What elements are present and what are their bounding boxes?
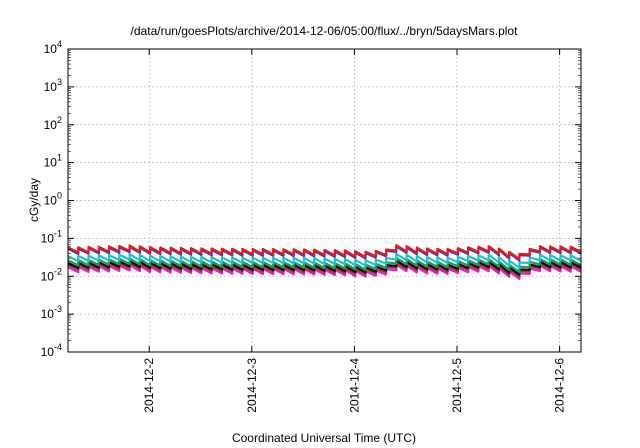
- y-tick-label: 103: [44, 77, 62, 94]
- ticks: 10-4 10-3 10-2 10-1 100 101 102 103 104 2014-12-2…: [41, 39, 581, 413]
- x-tick-label: 2014-12-5: [450, 358, 464, 413]
- series-line: [67, 252, 582, 269]
- y-tick-label: 101: [44, 153, 62, 170]
- y-tick-label: 102: [44, 115, 62, 132]
- series-line: [67, 257, 582, 274]
- x-tick-label: 2014-12-6: [553, 358, 567, 413]
- grid: [68, 49, 581, 352]
- series-group: [67, 244, 582, 280]
- y-tick-label: 104: [44, 39, 62, 56]
- plot-frame: [67, 48, 582, 353]
- x-axis-label: Coordinated Universal Time (UTC): [232, 431, 416, 445]
- y-tick-label: 10-1: [41, 228, 62, 245]
- y-tick-label: 10-2: [41, 266, 62, 283]
- x-tick-label: 2014-12-2: [142, 358, 156, 413]
- chart-title: /data/run/goesPlots/archive/2014-12-06/0…: [131, 24, 519, 38]
- y-tick-label: 10-3: [41, 304, 62, 321]
- x-tick-label: 2014-12-4: [347, 358, 361, 413]
- y-tick-label: 10-4: [41, 342, 62, 359]
- series-line: [67, 244, 582, 261]
- y-tick-label: 100: [44, 191, 62, 208]
- x-tick-label: 2014-12-3: [245, 358, 259, 413]
- y-axis-label: cGy/day: [27, 178, 41, 222]
